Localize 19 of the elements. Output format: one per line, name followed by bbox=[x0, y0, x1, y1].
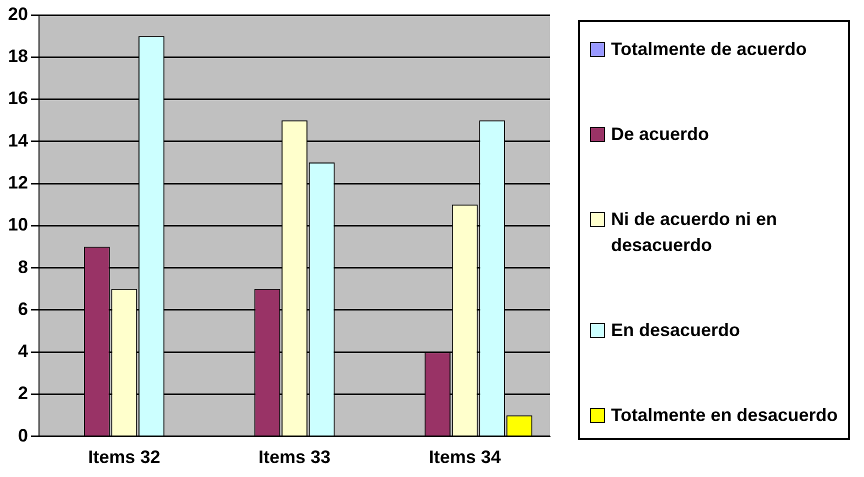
legend-label: En desacuerdo bbox=[611, 319, 740, 342]
y-tick-label: 2 bbox=[18, 383, 28, 404]
y-tick-label: 10 bbox=[8, 214, 28, 235]
y-tick-label: 14 bbox=[8, 130, 28, 150]
y-tick-label: 20 bbox=[8, 4, 28, 24]
y-tick-label: 12 bbox=[8, 172, 28, 193]
y-tick-label: 8 bbox=[18, 256, 28, 277]
x-tick-label: Items 32 bbox=[88, 447, 160, 468]
y-tick-label: 16 bbox=[8, 88, 28, 108]
legend-label: Totalmente en desacuerdo bbox=[611, 404, 838, 427]
y-tick-label: 18 bbox=[8, 46, 28, 66]
legend-label: De acuerdo bbox=[611, 123, 710, 146]
y-tick-label: 6 bbox=[18, 298, 28, 319]
x-tick-label: Items 33 bbox=[258, 447, 331, 468]
y-tick-label: 0 bbox=[18, 425, 28, 446]
legend-label: Ni de acuerdo ni en desacuerdo bbox=[611, 208, 778, 257]
x-tick-label: Items 34 bbox=[428, 447, 501, 468]
y-tick-label: 4 bbox=[18, 341, 28, 362]
legend-label: Totalmente de acuerdo bbox=[611, 38, 807, 61]
